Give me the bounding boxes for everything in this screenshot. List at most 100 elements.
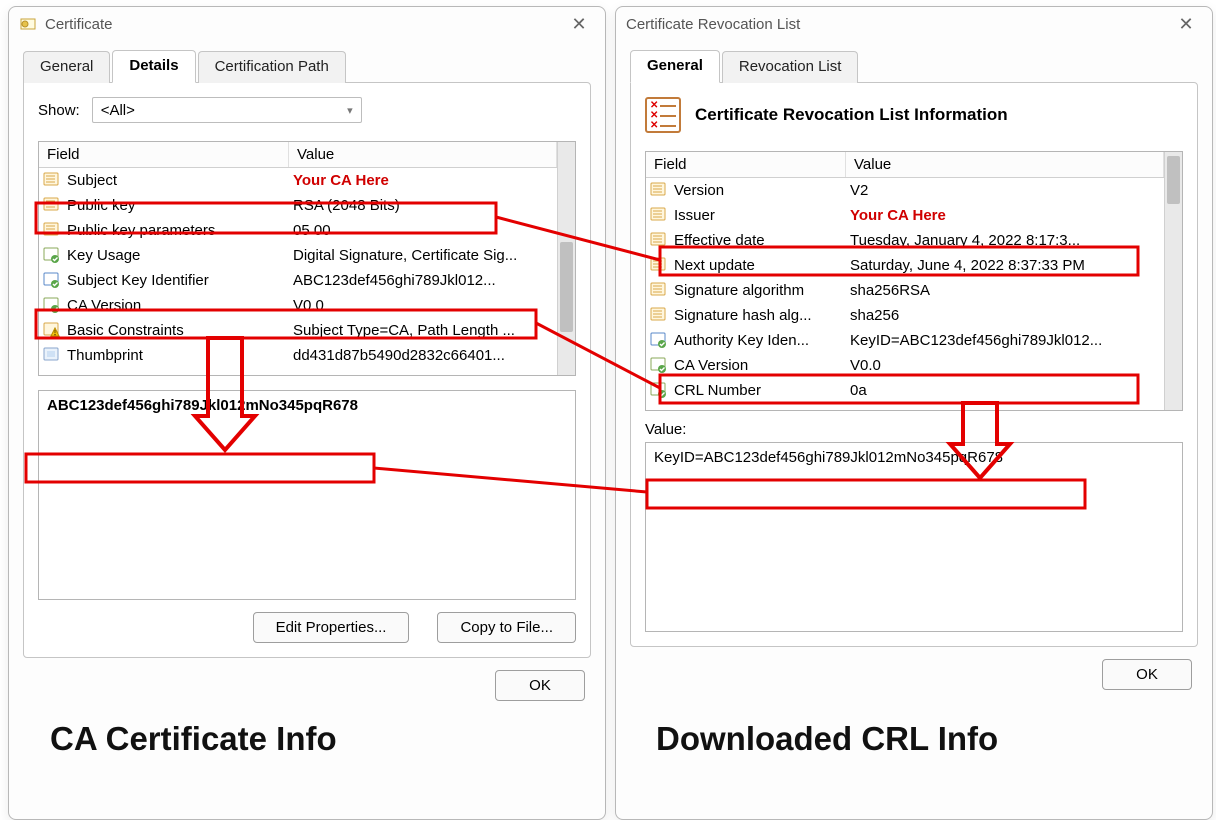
table-row[interactable]: IssuerYour CA Here: [646, 203, 1164, 228]
table-row[interactable]: Basic ConstraintsSubject Type=CA, Path L…: [39, 318, 557, 343]
close-icon[interactable]: ✕: [563, 14, 595, 35]
row-field: Public key parameters: [67, 222, 293, 239]
field-listview[interactable]: Field Value SubjectYour CA HerePublic ke…: [38, 141, 576, 376]
tab-strip: General Revocation List: [616, 41, 1212, 82]
caption-right: Downloaded CRL Info: [656, 720, 998, 758]
tab-certification-path[interactable]: Certification Path: [198, 51, 346, 83]
table-row[interactable]: Signature hash alg...sha256: [646, 303, 1164, 328]
row-value: Digital Signature, Certificate Sig...: [293, 247, 557, 264]
table-row[interactable]: Next updateSaturday, June 4, 2022 8:37:3…: [646, 253, 1164, 278]
tab-details[interactable]: Details: [112, 50, 195, 83]
row-field: Authority Key Iden...: [674, 332, 850, 349]
prop-icon: [650, 182, 670, 200]
info-heading: Certificate Revocation List Information: [695, 105, 1008, 125]
row-field: CA Version: [674, 357, 850, 374]
ext-icon: [650, 382, 670, 400]
table-row[interactable]: Signature algorithmsha256RSA: [646, 278, 1164, 303]
titlebar: Certificate Revocation List ✕: [616, 7, 1212, 41]
row-field: Next update: [674, 257, 850, 274]
ext-icon: [650, 357, 670, 375]
row-value: Tuesday, January 4, 2022 8:17:3...: [850, 232, 1164, 249]
certificate-dialog: Certificate ✕ General Details Certificat…: [8, 6, 606, 820]
window-title: Certificate Revocation List: [626, 16, 800, 33]
ext-icon: [43, 297, 63, 315]
caption-left: CA Certificate Info: [50, 720, 337, 758]
table-row[interactable]: Effective dateTuesday, January 4, 2022 8…: [646, 228, 1164, 253]
row-field: Issuer: [674, 207, 850, 224]
titlebar: Certificate ✕: [9, 7, 605, 41]
row-value: KeyID=ABC123def456ghi789Jkl012...: [850, 332, 1164, 349]
prop-icon: [650, 307, 670, 325]
value-text: ABC123def456ghi789Jkl012mNo345pqR678: [47, 397, 358, 414]
table-row[interactable]: VersionV2: [646, 178, 1164, 203]
row-field: CRL Number: [674, 382, 850, 399]
table-row[interactable]: Thumbprintdd431d87b5490d2832c66401...: [39, 343, 557, 368]
row-field: Version: [674, 182, 850, 199]
table-row[interactable]: CA VersionV0.0: [646, 353, 1164, 378]
row-value: sha256: [850, 307, 1164, 324]
scrollbar[interactable]: [1164, 152, 1182, 410]
details-panel: Show: <All> ▾ Field Value SubjectYour CA…: [23, 82, 591, 658]
row-value: Your CA Here: [293, 172, 557, 189]
table-row[interactable]: Public keyRSA (2048 Bits): [39, 193, 557, 218]
window-title: Certificate: [45, 16, 113, 33]
tab-revocation-list[interactable]: Revocation List: [722, 51, 859, 83]
row-value: 0a: [850, 382, 1164, 399]
row-field: Effective date: [674, 232, 850, 249]
row-field: Subject Key Identifier: [67, 272, 293, 289]
table-row[interactable]: CRL Number0a: [646, 378, 1164, 403]
row-value: Saturday, June 4, 2022 8:37:33 PM: [850, 257, 1164, 274]
edit-properties-button[interactable]: Edit Properties...: [253, 612, 410, 643]
value-display: KeyID=ABC123def456ghi789Jkl012mNo345pqR6…: [645, 442, 1183, 632]
prop-icon: [43, 172, 63, 190]
table-row[interactable]: Public key parameters05 00: [39, 218, 557, 243]
warn-icon: [43, 322, 63, 340]
row-value: V0.0: [850, 357, 1164, 374]
tab-general[interactable]: General: [23, 51, 110, 83]
row-value: RSA (2048 Bits): [293, 197, 557, 214]
prop-icon: [650, 207, 670, 225]
col-header-field[interactable]: Field: [39, 142, 289, 167]
crl-dialog: Certificate Revocation List ✕ General Re…: [615, 6, 1213, 820]
value-text: KeyID=ABC123def456ghi789Jkl012mNo345pqR6…: [654, 449, 1003, 466]
col-header-value[interactable]: Value: [289, 142, 557, 167]
row-value: sha256RSA: [850, 282, 1164, 299]
table-row[interactable]: CA VersionV0.0: [39, 293, 557, 318]
table-row[interactable]: Authority Key Iden...KeyID=ABC123def456g…: [646, 328, 1164, 353]
row-field: Key Usage: [67, 247, 293, 264]
scroll-thumb[interactable]: [560, 242, 573, 332]
certificate-icon: [19, 15, 37, 33]
field-listview[interactable]: Field Value VersionV2IssuerYour CA HereE…: [645, 151, 1183, 411]
row-field: Signature algorithm: [674, 282, 850, 299]
ok-button[interactable]: OK: [1102, 659, 1192, 690]
scrollbar[interactable]: [557, 142, 575, 375]
ext-icon: [43, 247, 63, 265]
extblue-icon: [650, 332, 670, 350]
col-header-field[interactable]: Field: [646, 152, 846, 177]
col-header-value[interactable]: Value: [846, 152, 1164, 177]
copy-to-file-button[interactable]: Copy to File...: [437, 612, 576, 643]
tab-general[interactable]: General: [630, 50, 720, 83]
value-label: Value:: [645, 421, 1183, 438]
close-icon[interactable]: ✕: [1170, 14, 1202, 35]
row-value: ABC123def456ghi789Jkl012...: [293, 272, 557, 289]
thumb-icon: [43, 347, 63, 365]
row-field: Basic Constraints: [67, 322, 293, 339]
row-field: Subject: [67, 172, 293, 189]
crl-icon: ✕ ✕ ✕: [645, 97, 681, 133]
ok-button[interactable]: OK: [495, 670, 585, 701]
row-field: Signature hash alg...: [674, 307, 850, 324]
chevron-down-icon: ▾: [347, 104, 353, 117]
value-display: ABC123def456ghi789Jkl012mNo345pqR678: [38, 390, 576, 600]
table-row[interactable]: Subject Key IdentifierABC123def456ghi789…: [39, 268, 557, 293]
table-row[interactable]: SubjectYour CA Here: [39, 168, 557, 193]
table-row[interactable]: Key UsageDigital Signature, Certificate …: [39, 243, 557, 268]
row-field: Public key: [67, 197, 293, 214]
row-field: Thumbprint: [67, 347, 293, 364]
extblue-icon: [43, 272, 63, 290]
scroll-thumb[interactable]: [1167, 156, 1180, 204]
show-select[interactable]: <All> ▾: [92, 97, 362, 123]
prop-icon: [43, 222, 63, 240]
show-label: Show:: [38, 102, 80, 119]
tab-strip: General Details Certification Path: [9, 41, 605, 82]
